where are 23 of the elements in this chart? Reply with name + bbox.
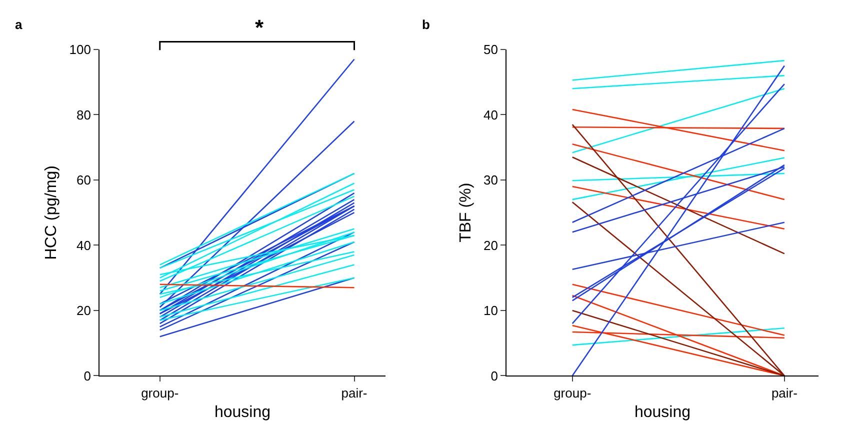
y-axis-title: HCC (pg/mg) <box>43 165 60 260</box>
y-tick-label: 40 <box>484 107 498 122</box>
y-tick-label: 100 <box>69 42 91 58</box>
x-tick-label: pair- <box>771 385 798 400</box>
y-tick-label: 50 <box>484 42 498 58</box>
y-tick-label: 0 <box>490 368 498 384</box>
y-tick-label: 30 <box>484 172 498 188</box>
y-tick-label: 40 <box>76 238 91 253</box>
chart-title: a <box>15 17 23 32</box>
x-axis-title: housing <box>634 404 691 422</box>
x-tick-label: group- <box>554 385 592 400</box>
y-tick-label: 10 <box>484 303 498 318</box>
x-tick-label: group- <box>141 385 179 400</box>
chart-title: b <box>422 17 430 32</box>
y-tick-label: 0 <box>84 368 91 384</box>
y-tick-label: 60 <box>76 172 91 188</box>
y-tick-label: 20 <box>76 303 91 318</box>
text: * <box>255 15 264 40</box>
x-tick-label: pair- <box>341 385 368 400</box>
y-axis-title: TBF (%) <box>457 182 474 242</box>
y-tick-label: 80 <box>76 107 91 122</box>
x-axis-title: housing <box>214 404 271 422</box>
y-tick-label: 20 <box>484 238 498 253</box>
